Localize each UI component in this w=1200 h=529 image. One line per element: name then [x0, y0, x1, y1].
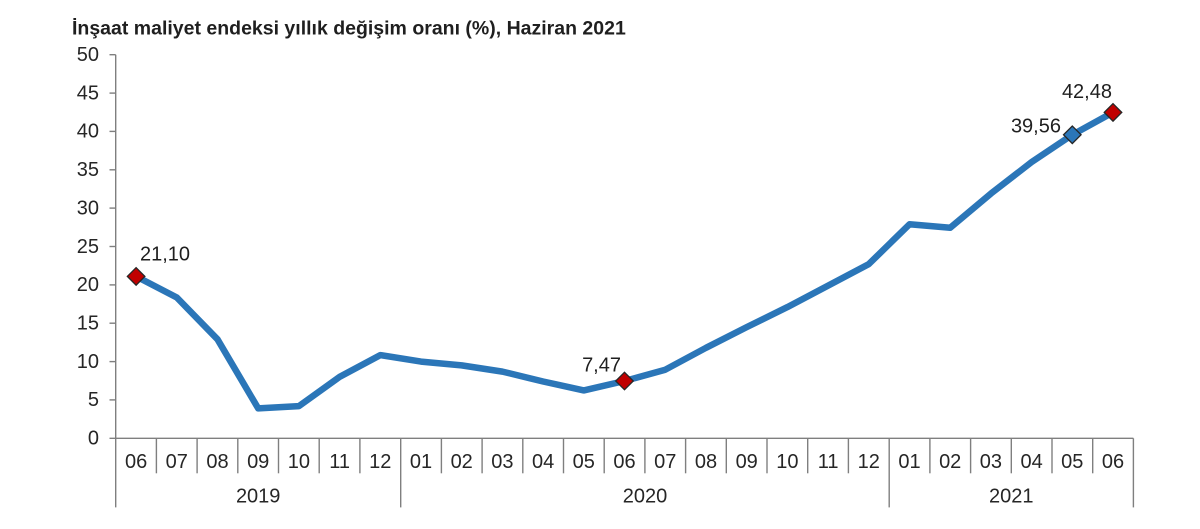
svg-text:01: 01 [410, 451, 432, 473]
svg-text:45: 45 [77, 82, 99, 104]
svg-text:05: 05 [573, 451, 595, 473]
svg-text:20: 20 [77, 274, 99, 296]
svg-text:İnşaat maliyet endeksi yıllık: İnşaat maliyet endeksi yıllık değişim or… [72, 17, 626, 40]
svg-text:12: 12 [369, 451, 391, 473]
svg-text:5: 5 [88, 389, 99, 411]
svg-text:02: 02 [451, 451, 473, 473]
svg-text:10: 10 [288, 451, 310, 473]
svg-text:11: 11 [329, 451, 350, 473]
svg-text:15: 15 [77, 313, 99, 335]
svg-text:01: 01 [898, 451, 920, 473]
svg-text:07: 07 [166, 451, 188, 473]
svg-text:7,47: 7,47 [582, 354, 621, 376]
svg-text:07: 07 [654, 451, 676, 473]
svg-text:05: 05 [1061, 451, 1083, 473]
svg-text:2020: 2020 [623, 486, 668, 508]
svg-text:21,10: 21,10 [140, 244, 190, 266]
svg-text:04: 04 [532, 451, 554, 473]
svg-text:02: 02 [939, 451, 961, 473]
svg-text:10: 10 [77, 351, 99, 373]
svg-text:03: 03 [980, 451, 1002, 473]
svg-text:2019: 2019 [236, 486, 281, 508]
svg-text:35: 35 [77, 159, 99, 181]
svg-text:09: 09 [247, 451, 269, 473]
svg-text:04: 04 [1020, 451, 1042, 473]
svg-text:08: 08 [206, 451, 228, 473]
svg-text:42,48: 42,48 [1062, 81, 1112, 103]
svg-text:25: 25 [77, 236, 99, 258]
svg-text:10: 10 [776, 451, 798, 473]
svg-text:03: 03 [491, 451, 513, 473]
svg-text:50: 50 [77, 44, 99, 66]
svg-text:11: 11 [818, 451, 839, 473]
svg-text:40: 40 [77, 121, 99, 143]
svg-text:2021: 2021 [989, 486, 1034, 508]
svg-text:12: 12 [858, 451, 880, 473]
svg-text:39,56: 39,56 [1011, 116, 1061, 138]
svg-text:0: 0 [88, 428, 99, 450]
svg-text:06: 06 [1102, 451, 1124, 473]
svg-text:30: 30 [77, 197, 99, 219]
svg-text:06: 06 [125, 451, 147, 473]
svg-text:09: 09 [736, 451, 758, 473]
svg-text:06: 06 [613, 451, 635, 473]
svg-text:08: 08 [695, 451, 717, 473]
